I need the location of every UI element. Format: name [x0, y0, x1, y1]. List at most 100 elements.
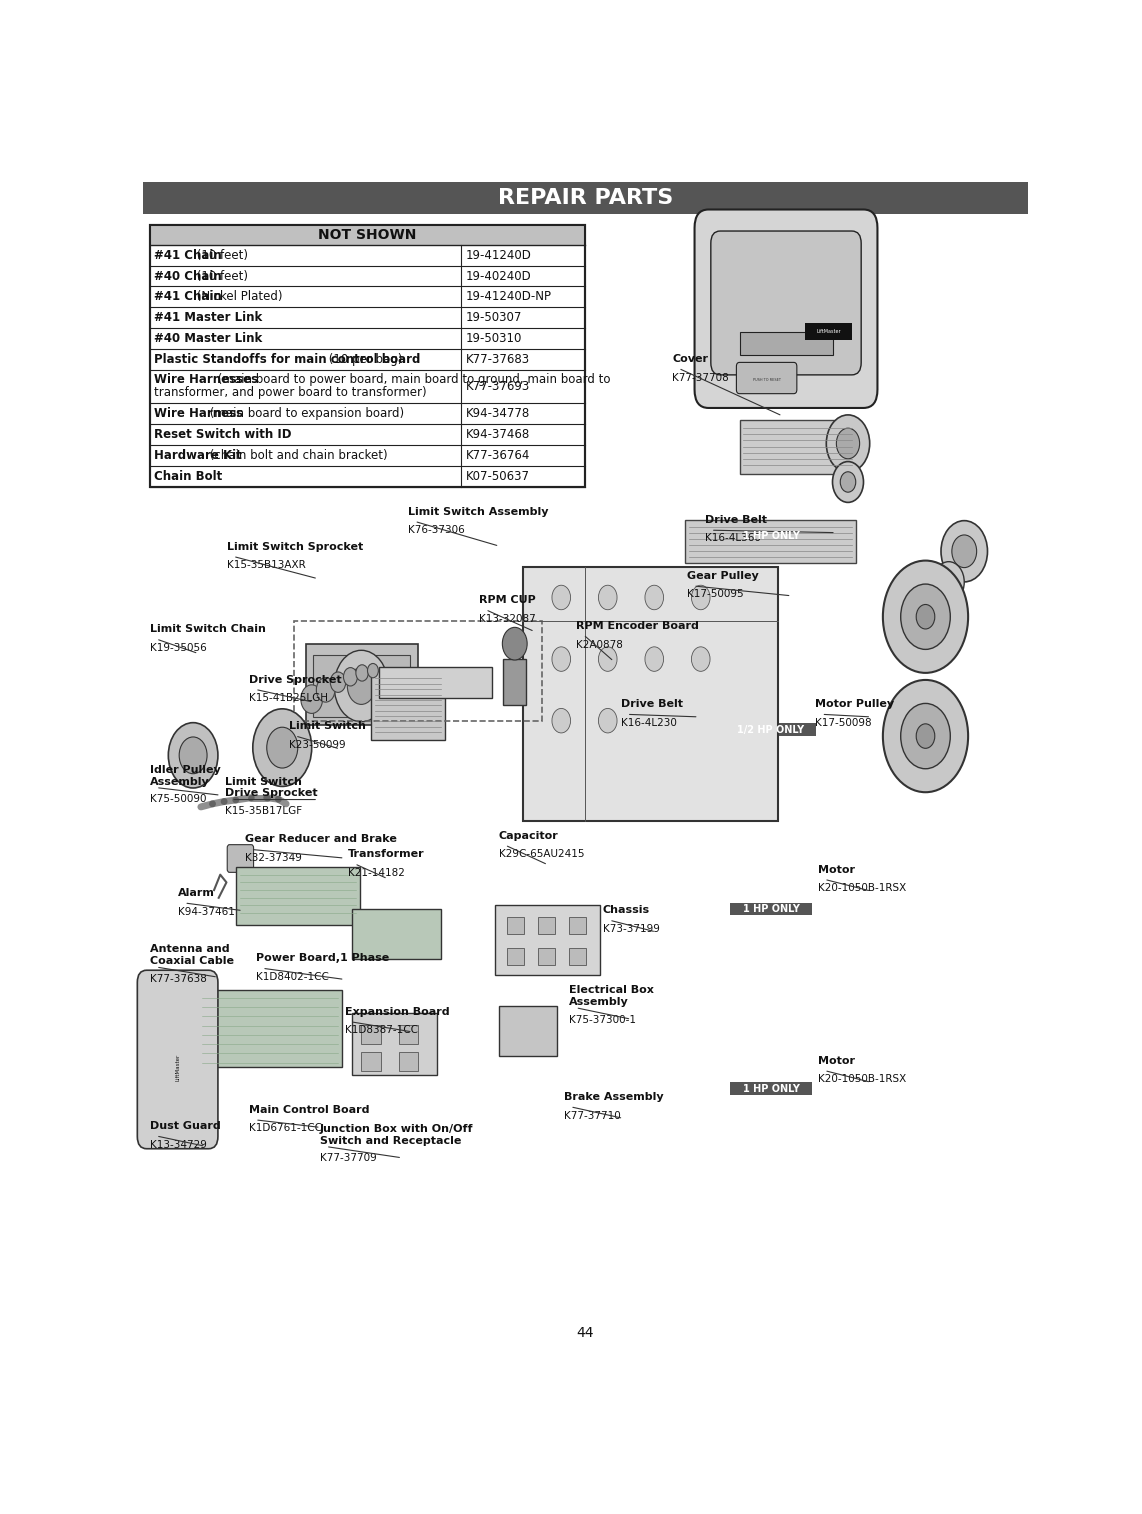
- Circle shape: [901, 584, 950, 650]
- Bar: [523, 566, 778, 821]
- Circle shape: [267, 727, 298, 768]
- Circle shape: [645, 586, 664, 610]
- Text: K16-4L360: K16-4L360: [705, 533, 761, 544]
- Text: K15-41B25LGH: K15-41B25LGH: [249, 693, 328, 702]
- Bar: [352, 1013, 437, 1075]
- FancyBboxPatch shape: [137, 970, 218, 1149]
- Circle shape: [645, 646, 664, 671]
- Text: 19-41240D: 19-41240D: [466, 248, 532, 262]
- Text: RPM CUP: RPM CUP: [480, 595, 536, 606]
- Bar: [538, 917, 555, 934]
- Text: K94-37468: K94-37468: [466, 428, 530, 441]
- Bar: [150, 224, 585, 486]
- Circle shape: [344, 668, 357, 686]
- Bar: [150, 224, 585, 486]
- Bar: [740, 421, 855, 474]
- Bar: [499, 1005, 557, 1055]
- Bar: [805, 322, 852, 339]
- Circle shape: [347, 668, 376, 704]
- Bar: [731, 1083, 812, 1095]
- Circle shape: [691, 586, 710, 610]
- Text: 1 HP ONLY: 1 HP ONLY: [742, 1084, 799, 1093]
- Text: K29C-65AU2415: K29C-65AU2415: [499, 849, 584, 860]
- Text: Plastic Standoffs for main control board: Plastic Standoffs for main control board: [154, 353, 421, 366]
- Text: LiftMaster: LiftMaster: [817, 329, 841, 333]
- Text: Cover: Cover: [671, 354, 708, 363]
- Text: Drive Belt: Drive Belt: [621, 699, 683, 709]
- Text: Drive Belt: Drive Belt: [705, 515, 766, 525]
- Text: K75-37300-1: K75-37300-1: [570, 1014, 636, 1025]
- Text: RPM Encoder Board: RPM Encoder Board: [577, 621, 699, 631]
- Text: K94-37461: K94-37461: [178, 907, 235, 916]
- Text: 19-41240D-NP: 19-41240D-NP: [466, 291, 552, 303]
- Circle shape: [916, 724, 935, 748]
- Text: Main Control Board: Main Control Board: [249, 1105, 370, 1114]
- FancyBboxPatch shape: [710, 232, 861, 375]
- Text: Drive Sprocket: Drive Sprocket: [249, 675, 341, 684]
- Text: Motor Pulley: Motor Pulley: [815, 699, 894, 709]
- Text: 19-40240D: 19-40240D: [466, 269, 532, 283]
- Circle shape: [168, 722, 218, 787]
- Text: K1D8402-1CC: K1D8402-1CC: [256, 972, 329, 981]
- Text: Assembly: Assembly: [570, 998, 629, 1007]
- Text: K77-37683: K77-37683: [466, 353, 530, 366]
- Text: K07-50637: K07-50637: [466, 469, 530, 483]
- Text: Power Board,1 Phase: Power Board,1 Phase: [256, 954, 389, 963]
- Text: K1D8387-1CC: K1D8387-1CC: [345, 1025, 418, 1036]
- Text: K77-37710: K77-37710: [564, 1111, 621, 1120]
- Text: Motor: Motor: [818, 1055, 855, 1066]
- Text: K94-34778: K94-34778: [466, 407, 530, 421]
- Bar: [235, 868, 360, 925]
- Text: Limit Switch Sprocket: Limit Switch Sprocket: [227, 542, 363, 551]
- Circle shape: [951, 534, 976, 568]
- Circle shape: [833, 462, 863, 503]
- Text: Brake Assembly: Brake Assembly: [564, 1092, 664, 1102]
- Text: NOT SHOWN: NOT SHOWN: [319, 227, 417, 242]
- Text: Switch and Receptacle: Switch and Receptacle: [320, 1136, 461, 1146]
- Text: Wire Harnesses: Wire Harnesses: [154, 372, 258, 386]
- Text: K17-50095: K17-50095: [687, 589, 743, 600]
- Text: 44: 44: [577, 1326, 594, 1340]
- Circle shape: [552, 646, 571, 671]
- Text: K21-14182: K21-14182: [348, 868, 405, 878]
- Bar: [379, 666, 491, 698]
- Bar: [371, 671, 445, 740]
- Text: Junction Box with On/Off: Junction Box with On/Off: [320, 1123, 473, 1134]
- Text: Gear Pulley: Gear Pulley: [687, 571, 758, 581]
- Circle shape: [827, 415, 870, 472]
- Bar: [306, 643, 418, 725]
- Circle shape: [552, 709, 571, 733]
- Text: K16-4L230: K16-4L230: [621, 718, 676, 728]
- Text: Capacitor: Capacitor: [499, 831, 558, 840]
- Circle shape: [883, 680, 968, 792]
- Bar: [740, 332, 833, 354]
- Circle shape: [941, 521, 988, 581]
- Text: Idler Pulley: Idler Pulley: [150, 765, 220, 775]
- Bar: [313, 656, 410, 716]
- Bar: [361, 1052, 380, 1070]
- Text: (10 feet): (10 feet): [193, 269, 248, 283]
- Bar: [399, 1025, 418, 1045]
- Circle shape: [316, 678, 335, 702]
- Text: Reset Switch with ID: Reset Switch with ID: [154, 428, 292, 441]
- Bar: [731, 530, 812, 542]
- Text: K13-34729: K13-34729: [150, 1140, 207, 1149]
- Text: K23-50099: K23-50099: [289, 740, 345, 749]
- Circle shape: [300, 684, 322, 713]
- FancyBboxPatch shape: [737, 362, 797, 394]
- Circle shape: [883, 560, 968, 672]
- Text: Alarm: Alarm: [178, 887, 215, 898]
- Bar: [143, 182, 1028, 213]
- Text: K20-1050B-1RSX: K20-1050B-1RSX: [818, 883, 907, 893]
- Text: Wire Harness: Wire Harness: [154, 407, 243, 421]
- Text: K20-1050B-1RSX: K20-1050B-1RSX: [818, 1075, 907, 1084]
- Text: K1D6761-1CC: K1D6761-1CC: [249, 1123, 322, 1134]
- Bar: [569, 917, 586, 934]
- Text: (main board to power board, main board to ground, main board to: (main board to power board, main board t…: [215, 372, 611, 386]
- Text: Coaxial Cable: Coaxial Cable: [150, 957, 234, 966]
- Circle shape: [368, 663, 378, 678]
- Bar: [507, 948, 524, 964]
- Text: (10 per bag): (10 per bag): [325, 353, 402, 366]
- Text: Gear Reducer and Brake: Gear Reducer and Brake: [244, 834, 396, 845]
- Text: Transformer: Transformer: [348, 849, 425, 860]
